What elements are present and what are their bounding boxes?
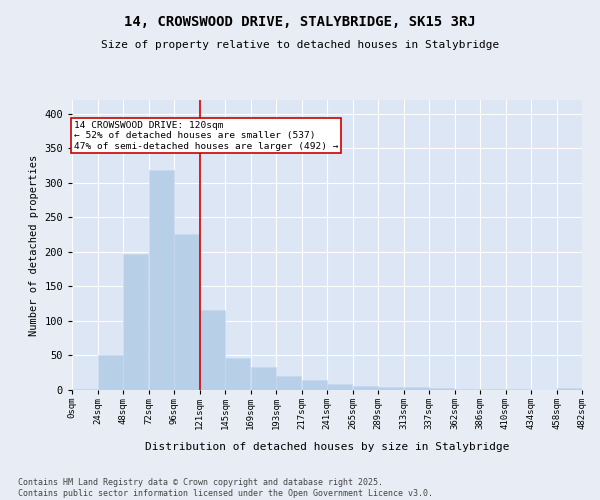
Text: Contains HM Land Registry data © Crown copyright and database right 2025.
Contai: Contains HM Land Registry data © Crown c… xyxy=(18,478,433,498)
Bar xyxy=(378,386,403,390)
Text: Distribution of detached houses by size in Stalybridge: Distribution of detached houses by size … xyxy=(145,442,509,452)
Bar xyxy=(276,376,301,390)
Bar xyxy=(557,388,582,390)
Bar xyxy=(353,386,378,390)
Bar xyxy=(455,388,480,390)
Bar xyxy=(72,388,97,390)
Text: 14, CROWSWOOD DRIVE, STALYBRIDGE, SK15 3RJ: 14, CROWSWOOD DRIVE, STALYBRIDGE, SK15 3… xyxy=(124,15,476,29)
Bar xyxy=(123,254,148,390)
Text: Size of property relative to detached houses in Stalybridge: Size of property relative to detached ho… xyxy=(101,40,499,50)
Bar xyxy=(200,310,225,390)
Bar xyxy=(98,355,123,390)
Bar xyxy=(327,384,352,390)
Bar xyxy=(174,234,199,390)
Bar xyxy=(404,387,429,390)
Bar xyxy=(251,366,276,390)
Text: 14 CROWSWOOD DRIVE: 120sqm
← 52% of detached houses are smaller (537)
47% of sem: 14 CROWSWOOD DRIVE: 120sqm ← 52% of deta… xyxy=(74,120,338,150)
Bar xyxy=(225,358,250,390)
Y-axis label: Number of detached properties: Number of detached properties xyxy=(29,154,38,336)
Bar xyxy=(302,380,327,390)
Bar xyxy=(149,170,174,390)
Bar xyxy=(429,388,454,390)
